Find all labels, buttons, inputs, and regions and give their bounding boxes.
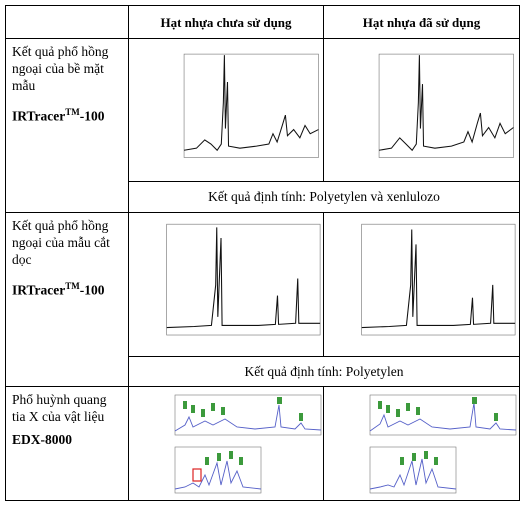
- image-cell: [128, 212, 324, 357]
- image-cell: [128, 386, 324, 501]
- instrument: IRTracerTM-100: [12, 104, 122, 125]
- row-label: Kết quả phổ hồng ngoại của mẫu cắt dọc I…: [5, 212, 129, 387]
- instrument-name: IRTracer: [12, 108, 66, 124]
- label-text: Phổ huỳnh quang tia X của vật liệu: [12, 392, 107, 424]
- row-label: Kết quả phổ hồng ngoại của bề mặt mẫu IR…: [5, 38, 129, 213]
- image-cell: [323, 212, 520, 357]
- ir-spectrum: [361, 223, 516, 336]
- instrument: IRTracerTM-100: [12, 278, 122, 299]
- label-text: Kết quả phổ hồng ngoại của mẫu cắt dọc: [12, 218, 110, 267]
- image-cell: [323, 38, 520, 182]
- instrument-suffix: -100: [79, 282, 105, 298]
- result: Kết quả định tính: Polyetylen và xenlulo…: [128, 181, 520, 213]
- image-cell: [323, 386, 520, 501]
- edx-spectrum: [369, 394, 517, 494]
- ir-spectrum: [166, 223, 321, 336]
- row-label: Phổ huỳnh quang tia X của vật liệu EDX-8…: [5, 386, 129, 501]
- instrument-sup: TM: [65, 107, 80, 117]
- instrument-suffix: -100: [79, 108, 105, 124]
- instrument: EDX-8000: [12, 432, 72, 447]
- result: Kết quả định tính: Polyetylen: [128, 356, 520, 387]
- ir-spectrum: [378, 53, 514, 158]
- image-cell: [128, 38, 324, 182]
- instrument-name: IRTracer: [12, 282, 66, 298]
- label-text: Kết quả phổ hồng ngoại của bề mặt mẫu: [12, 44, 109, 93]
- column-header: Hạt nhựa đã sử dụng: [323, 5, 520, 39]
- corner-cell: [5, 5, 129, 39]
- column-header: Hạt nhựa chưa sử dụng: [128, 5, 324, 39]
- ir-spectrum: [183, 53, 319, 158]
- instrument-sup: TM: [65, 281, 80, 291]
- edx-spectrum: [174, 394, 322, 494]
